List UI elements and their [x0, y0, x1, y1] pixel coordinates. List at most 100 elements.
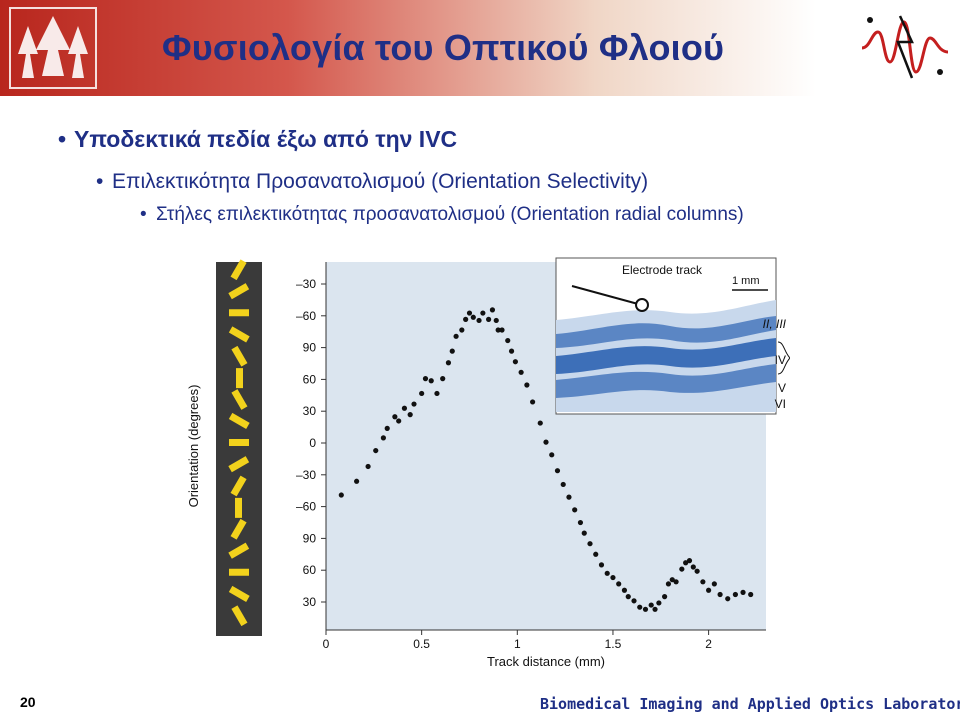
data-point	[537, 420, 543, 426]
data-point	[669, 577, 675, 583]
y-tick-label: 90	[303, 531, 317, 545]
y-tick-label: 60	[303, 372, 317, 386]
data-point	[470, 314, 476, 320]
layer-label-vi: VI	[775, 397, 786, 411]
data-point	[392, 414, 398, 420]
slide-number: 20	[20, 694, 36, 710]
data-point	[648, 602, 654, 608]
data-point	[706, 587, 712, 593]
orientation-glyph	[229, 309, 249, 317]
data-point	[480, 310, 486, 316]
data-point	[631, 598, 637, 604]
data-point	[512, 359, 518, 365]
lab-name: Biomedical Imaging and Applied Optics La…	[540, 695, 960, 713]
data-point	[683, 560, 689, 566]
data-point	[508, 348, 515, 354]
orientation-glyph	[231, 389, 248, 410]
data-point	[662, 594, 668, 600]
bullet-text-1: Υποδεκτικά πεδία έξω από την IVC	[74, 126, 458, 152]
data-point	[740, 589, 746, 595]
data-point	[365, 463, 371, 470]
data-point	[380, 435, 386, 441]
data-point	[700, 579, 706, 585]
data-point	[384, 425, 390, 431]
orientation-glyph	[229, 439, 249, 446]
data-point	[725, 596, 731, 602]
layer-label-v: V	[778, 381, 786, 395]
university-tree-logo	[9, 7, 97, 89]
y-tick-label: –60	[296, 500, 316, 514]
bullet-text-3: Στήλες επιλεκτικότητας προσανατολισμού (…	[156, 204, 744, 225]
orientation-glyph	[228, 456, 250, 473]
data-point	[637, 604, 643, 610]
orientation-glyphs	[228, 259, 250, 627]
data-point	[625, 594, 631, 600]
data-point	[422, 376, 429, 382]
bullet-level-2: • Επιλεκτικότητα Προσανατολισμού (Orienta…	[96, 170, 649, 193]
electrode-tip	[635, 298, 649, 312]
orientation-glyph	[230, 518, 247, 540]
scale-label: 1 mm	[732, 275, 760, 287]
orientation-chart: Orientation (degrees) –30 –60 90 60 30 0 –30 –6…	[186, 257, 790, 669]
x-axis-label: Track distance (mm)	[487, 654, 605, 669]
data-point	[476, 317, 482, 324]
y-tick-label: 30	[303, 595, 317, 609]
y-tick-label: –30	[296, 468, 316, 482]
data-point	[419, 390, 425, 397]
data-point	[581, 530, 587, 536]
x-tick-label: 1	[514, 637, 521, 651]
electrode-track-inset: Electrode track 1 mm	[555, 257, 777, 415]
lab-signal-logo	[861, 15, 949, 79]
orientation-glyph	[230, 259, 247, 281]
inset-title: Electrode track	[622, 263, 703, 277]
data-point	[598, 562, 605, 568]
data-point	[665, 581, 672, 587]
orientation-glyph	[228, 326, 250, 343]
data-point	[396, 418, 402, 424]
y-tick-label: 90	[303, 341, 317, 355]
bullet-level-1: • Υποδεκτικά πεδία έξω από την IVC	[58, 126, 458, 152]
data-point	[572, 507, 578, 513]
x-tick-label: 0	[323, 637, 330, 651]
data-point	[577, 519, 584, 526]
data-point	[679, 566, 685, 572]
bullet-text-2: Επιλεκτικότητα Προσανατολισμού (Orientat…	[112, 170, 649, 193]
bullet-level-3: • Στήλες επιλεκτικότητας προσανατολισμού …	[140, 204, 744, 225]
data-point	[673, 579, 679, 585]
data-points	[338, 307, 754, 612]
data-point	[401, 405, 408, 411]
data-point	[593, 551, 599, 557]
data-point	[338, 492, 344, 498]
slide-title: Φυσιολογία του Οπτικού Φλοιού	[162, 27, 725, 68]
data-point	[434, 390, 440, 397]
data-point	[686, 558, 693, 564]
data-point	[459, 327, 465, 333]
layer-labels: II, III IV V VI	[763, 317, 790, 411]
orientation-glyph	[228, 542, 250, 559]
data-point	[373, 447, 379, 454]
data-point	[495, 327, 501, 333]
y-tick-label: –30	[296, 277, 316, 291]
data-point	[453, 333, 459, 339]
data-point	[652, 606, 658, 612]
data-point	[694, 568, 700, 574]
data-point	[505, 337, 511, 344]
orientation-glyph	[228, 283, 250, 300]
orientation-glyph	[231, 345, 248, 367]
data-point	[554, 468, 561, 474]
orientation-glyph	[235, 497, 242, 518]
x-tick-label: 2	[705, 637, 712, 651]
x-tick-label: 0.5	[413, 637, 430, 651]
data-point	[587, 541, 593, 547]
data-point	[732, 591, 738, 598]
data-point	[616, 581, 622, 587]
data-point	[486, 316, 492, 322]
data-point	[711, 581, 717, 587]
orientation-glyph	[230, 475, 247, 497]
data-point	[717, 591, 723, 598]
orientation-glyph	[228, 412, 250, 429]
layer-label-ii-iii: II, III	[763, 317, 787, 331]
data-point	[489, 307, 496, 313]
orientation-glyph	[228, 585, 250, 602]
data-point	[656, 600, 662, 606]
